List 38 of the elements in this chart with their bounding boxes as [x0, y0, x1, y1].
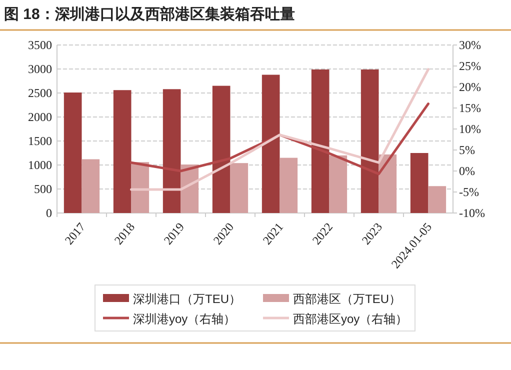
- bar: [212, 86, 230, 213]
- y2-tick-label: 10%: [459, 122, 481, 136]
- y2-tick-label: 0%: [459, 164, 475, 178]
- legend-label: 西部港区（万TEU）: [293, 292, 401, 306]
- legend-label: 深圳港口（万TEU）: [133, 292, 241, 306]
- y2-tick-label: 20%: [459, 80, 481, 94]
- bar: [162, 89, 181, 213]
- y2-tick-label: 25%: [459, 59, 481, 73]
- bar: [410, 153, 428, 213]
- y-tick-label: 3500: [28, 38, 52, 52]
- bar: [360, 69, 379, 213]
- bar: [329, 155, 348, 213]
- bar: [378, 154, 397, 213]
- legend-label: 深圳港yoy（右轴）: [133, 312, 236, 326]
- bar: [311, 69, 330, 213]
- y2-tick-label: 15%: [459, 101, 481, 115]
- y2-tick-label: 5%: [459, 143, 475, 157]
- bar: [82, 159, 100, 213]
- bar: [428, 186, 446, 213]
- y2-tick-label: 30%: [459, 38, 481, 52]
- bar: [230, 163, 248, 213]
- y2-tick-label: -5%: [459, 185, 479, 199]
- y-tick-label: 3000: [28, 62, 52, 76]
- y-tick-label: 500: [34, 182, 52, 196]
- bar: [280, 158, 298, 213]
- y-tick-label: 1000: [28, 158, 52, 172]
- y2-tick-label: -10%: [459, 206, 485, 220]
- line-series: [130, 68, 430, 191]
- legend-label: 西部港区yoy（右轴）: [293, 312, 408, 326]
- bar: [64, 92, 82, 213]
- chart-title: 图 18：深圳港口以及西部港区集装箱吞吐量: [4, 5, 295, 23]
- y-tick-label: 0: [46, 206, 52, 220]
- y-tick-label: 2500: [28, 86, 52, 100]
- line-series: [130, 102, 430, 176]
- bar: [262, 74, 280, 213]
- bar: [113, 90, 132, 213]
- y-tick-label: 2000: [28, 110, 52, 124]
- y-tick-label: 1500: [28, 134, 52, 148]
